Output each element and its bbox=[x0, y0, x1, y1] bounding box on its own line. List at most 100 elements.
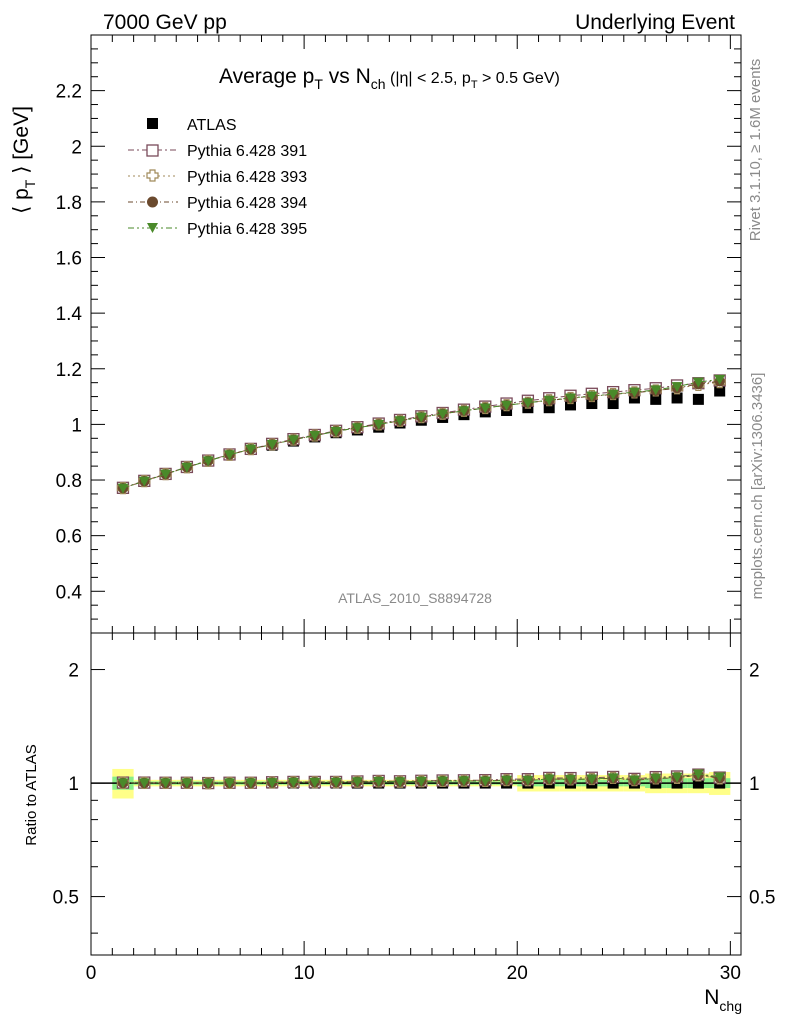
legend-entry-394: Pythia 6.428 394 bbox=[128, 195, 307, 212]
data-point-pythia-6-428-395 bbox=[224, 450, 236, 461]
main-panel: Average pT vs Nch (|η| < 2.5, pT > 0.5 G… bbox=[10, 34, 742, 634]
legend-entry-atlas: ATLAS bbox=[147, 117, 237, 134]
x-tick-label: 20 bbox=[507, 963, 528, 984]
legend-marker-atlas bbox=[147, 118, 158, 129]
data-point-pythia-6-428-395 bbox=[181, 462, 193, 473]
legend-marker-391 bbox=[146, 144, 159, 157]
data-point-pythia-6-428-395 bbox=[565, 393, 577, 404]
ratio-panel-frame bbox=[90, 632, 742, 956]
data-point-pythia-6-428-395 bbox=[671, 382, 683, 393]
ratio-point-pythia-6-428-395 bbox=[266, 778, 278, 789]
data-point-pythia-6-428-395 bbox=[458, 406, 470, 417]
ratio-point-pythia-6-428-395 bbox=[138, 778, 150, 789]
ratio-y-tick-label-right: 2 bbox=[749, 661, 760, 682]
data-point-atlas bbox=[650, 393, 662, 405]
mcplots-label: mcplots.cern.ch [arXiv:1306.3436] bbox=[749, 373, 766, 600]
data-point-pythia-6-428-395 bbox=[415, 412, 427, 423]
data-point-pythia-6-428-395 bbox=[138, 476, 150, 487]
ratio-point-pythia-6-428-395 bbox=[117, 778, 129, 789]
data-point-atlas bbox=[586, 398, 598, 410]
main-y-tick-labels: 0.4 0.6 0.8 1 1.2 1.4 1.6 1.8 2 2.2 bbox=[56, 82, 83, 604]
data-point-atlas bbox=[714, 385, 726, 397]
main-series-group bbox=[116, 374, 726, 495]
x-tick-label: 30 bbox=[720, 963, 741, 984]
header-left: 7000 GeV pp bbox=[103, 11, 227, 34]
legend-label-391: Pythia 6.428 391 bbox=[187, 143, 307, 160]
series-line-pythia-6-428-391 bbox=[122, 379, 720, 489]
ratio-point-pythia-6-428-395 bbox=[309, 777, 321, 788]
ratio-point-pythia-6-428-395 bbox=[330, 777, 342, 788]
main-y-tick-label: 0.4 bbox=[56, 582, 83, 603]
analysis-watermark: ATLAS_2010_S8894728 bbox=[338, 590, 492, 606]
ratio-point-pythia-6-428-395 bbox=[586, 774, 598, 785]
ratio-y-tick-label: 0.5 bbox=[53, 888, 79, 909]
legend-entry-395: Pythia 6.428 395 bbox=[128, 221, 307, 238]
main-y-tick-label: 2 bbox=[71, 137, 82, 158]
main-y-tick-label: 0.8 bbox=[56, 471, 82, 492]
data-point-atlas bbox=[692, 393, 704, 405]
ratio-point-pythia-6-428-395 bbox=[160, 778, 172, 789]
data-point-pythia-6-428-395 bbox=[714, 374, 726, 385]
main-y-tick-label: 0.6 bbox=[56, 527, 82, 548]
x-axis-label: Nchg bbox=[704, 986, 742, 1014]
legend: ATLAS Pythia 6.428 391 Pythia 6.428 393 … bbox=[128, 117, 307, 238]
main-axis-ticks bbox=[90, 34, 741, 633]
data-point-atlas bbox=[565, 399, 577, 411]
ratio-point-pythia-6-428-395 bbox=[565, 774, 577, 785]
ratio-point-pythia-6-428-395 bbox=[437, 776, 449, 787]
ratio-point-pythia-6-428-395 bbox=[628, 775, 640, 786]
ratio-point-pythia-6-428-395 bbox=[692, 769, 704, 780]
data-point-pythia-6-428-395 bbox=[266, 439, 278, 450]
data-point-pythia-6-428-395 bbox=[628, 387, 640, 398]
legend-marker-394 bbox=[147, 196, 158, 208]
ratio-point-pythia-6-428-395 bbox=[181, 778, 193, 789]
x-tick-label: 0 bbox=[86, 963, 97, 984]
data-point-pythia-6-428-395 bbox=[479, 403, 491, 414]
main-y-tick-label: 1.2 bbox=[56, 360, 82, 381]
data-point-pythia-6-428-395 bbox=[501, 400, 513, 411]
data-point-pythia-6-428-395 bbox=[351, 423, 363, 434]
ratio-point-pythia-6-428-395 bbox=[458, 776, 470, 787]
ratio-y-tick-label-right: 1 bbox=[749, 774, 760, 795]
data-point-pythia-6-428-395 bbox=[394, 416, 406, 427]
ratio-point-pythia-6-428-395 bbox=[522, 775, 534, 786]
ratio-y-axis-label: Ratio to ATLAS bbox=[23, 744, 40, 845]
legend-label-395: Pythia 6.428 395 bbox=[187, 221, 307, 238]
data-point-atlas bbox=[607, 398, 619, 410]
header-right: Underlying Event bbox=[575, 11, 735, 34]
ratio-axis-ticks bbox=[90, 633, 741, 955]
data-point-pythia-6-428-395 bbox=[607, 389, 619, 400]
ratio-point-pythia-6-428-395 bbox=[287, 777, 299, 788]
rivet-label: Rivet 3.1.10, ≥ 1.6M events bbox=[747, 59, 764, 242]
ratio-y-tick-label-right: 0.5 bbox=[749, 888, 775, 909]
legend-marker-393 bbox=[146, 169, 159, 182]
main-y-tick-label: 1.4 bbox=[56, 304, 83, 325]
ratio-point-pythia-6-428-395 bbox=[479, 776, 491, 787]
ratio-point-pythia-6-428-395 bbox=[671, 772, 683, 783]
ratio-panel: Ratio to ATLAS 0.5 0.51 12 20 10 20 30 Nchg bbox=[23, 632, 776, 1014]
main-y-tick-label: 1.8 bbox=[56, 193, 82, 214]
data-point-pythia-6-428-395 bbox=[692, 377, 704, 388]
main-y-tick-label: 1.6 bbox=[56, 249, 82, 270]
ratio-tick-labels: 0.5 0.51 12 20 10 20 30 bbox=[53, 661, 776, 984]
data-point-atlas bbox=[671, 392, 683, 404]
data-point-pythia-6-428-395 bbox=[287, 435, 299, 446]
ratio-line-pythia-6-428-395 bbox=[122, 773, 720, 784]
data-point-pythia-6-428-395 bbox=[330, 426, 342, 437]
data-point-pythia-6-428-395 bbox=[309, 431, 321, 442]
main-y-tick-label: 2.2 bbox=[56, 82, 82, 103]
ratio-point-pythia-6-428-395 bbox=[714, 772, 726, 783]
ratio-point-atlas bbox=[692, 777, 704, 789]
ratio-point-pythia-6-428-395 bbox=[650, 773, 662, 784]
data-point-pythia-6-428-395 bbox=[160, 469, 172, 480]
data-point-pythia-6-428-395 bbox=[117, 483, 129, 494]
legend-entry-393: Pythia 6.428 393 bbox=[128, 169, 307, 186]
ratio-point-pythia-6-428-395 bbox=[607, 773, 619, 784]
legend-label-atlas: ATLAS bbox=[187, 117, 237, 134]
ratio-series-group bbox=[116, 768, 726, 790]
ratio-y-tick-label: 1 bbox=[68, 774, 79, 795]
data-point-pythia-6-428-395 bbox=[650, 385, 662, 396]
main-y-tick-label: 1 bbox=[71, 415, 82, 436]
legend-marker-395 bbox=[147, 223, 158, 233]
